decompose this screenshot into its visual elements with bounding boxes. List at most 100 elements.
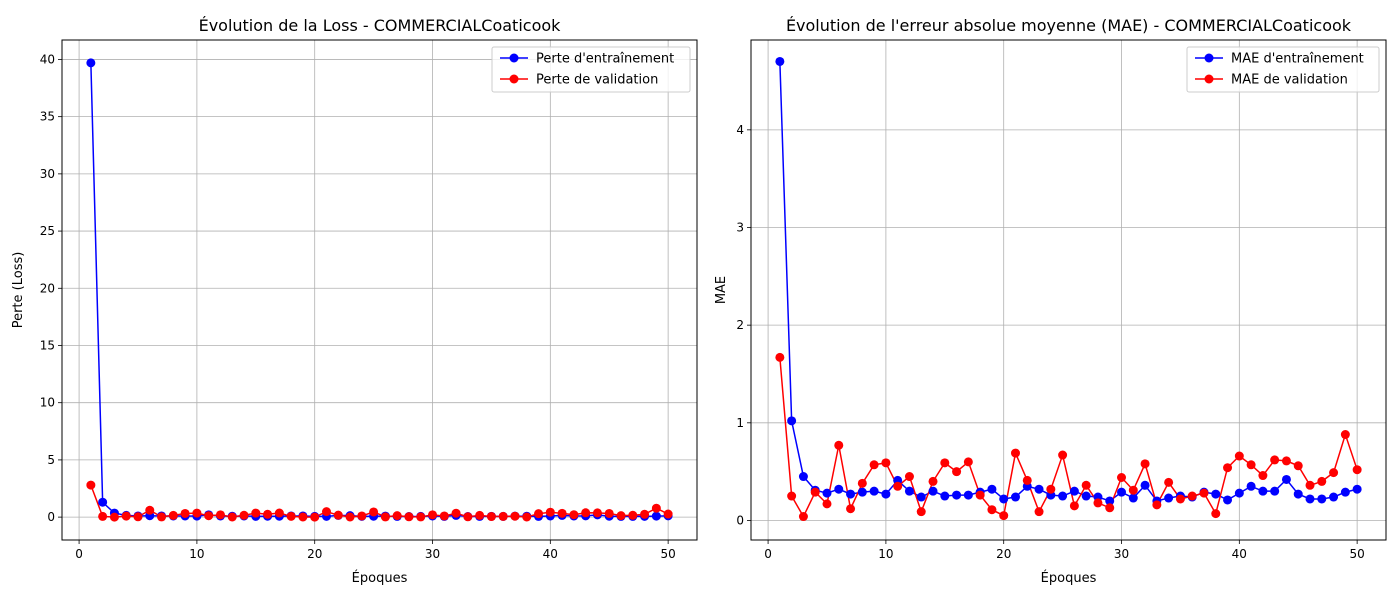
mae-point-val [952, 467, 962, 477]
mae-point-val [846, 504, 856, 514]
loss-point-val [640, 509, 650, 519]
mae-chart: 0 10 20 30 40 50 0 1 2 3 4 Évolution de l'erreur … [714, 16, 1387, 586]
mae-point-train [1317, 494, 1327, 504]
mae-x-tick-label: 0 [764, 547, 772, 561]
mae-point-val [834, 440, 844, 450]
mae-point-val [963, 457, 973, 467]
loss-point-val [180, 508, 190, 518]
mae-series-points [775, 56, 1362, 522]
loss-point-val [428, 510, 438, 520]
loss-point-val [333, 510, 343, 520]
mae-x-ticks: 0 10 20 30 40 50 [764, 540, 1365, 561]
loss-point-val [522, 512, 532, 522]
mae-point-train [1329, 492, 1339, 502]
loss-y-tick-label: 10 [40, 396, 55, 410]
mae-point-train [1105, 496, 1115, 506]
loss-point-val [168, 510, 178, 520]
loss-point-val [109, 512, 119, 522]
mae-point-val [1281, 456, 1291, 466]
loss-x-tick-label: 0 [75, 547, 83, 561]
mae-point-train [1211, 489, 1221, 499]
loss-point-train [98, 497, 108, 507]
loss-point-val [274, 508, 284, 518]
mae-y-axis-label: MAE [714, 276, 729, 304]
loss-point-val [651, 503, 661, 513]
mae-point-val [940, 458, 950, 468]
mae-y-tick-label: 3 [736, 221, 744, 235]
mae-point-train [1223, 495, 1233, 505]
loss-point-val [192, 508, 202, 518]
loss-point-val [534, 509, 544, 519]
mae-point-val [798, 512, 808, 522]
mae-point-train [940, 491, 950, 501]
loss-chart-title: Évolution de la Loss - COMMERCIALCoatico… [199, 16, 562, 35]
mae-point-train [787, 416, 797, 426]
loss-point-val [581, 508, 591, 518]
mae-point-val [1340, 430, 1350, 440]
loss-point-train [86, 58, 96, 68]
loss-series-points [86, 58, 673, 522]
loss-legend: Perte d'entraînement Perte de validation [491, 46, 691, 93]
loss-legend-val-marker [509, 74, 519, 84]
loss-point-val [463, 512, 473, 522]
loss-point-val [310, 512, 320, 522]
loss-chart: 0 10 20 30 40 50 0 5 10 15 20 25 30 35 40 Évolution d… [11, 16, 698, 586]
mae-point-train [928, 486, 938, 496]
loss-point-val [251, 508, 261, 518]
mae-legend-train-label: MAE d'entraînement [1231, 52, 1364, 67]
mae-point-val [1093, 498, 1103, 508]
mae-point-train [1128, 493, 1138, 503]
mae-y-tick-label: 4 [736, 123, 744, 137]
loss-point-val [475, 510, 485, 520]
mae-point-train [869, 486, 879, 496]
mae-point-val [1069, 501, 1079, 511]
mae-point-val [1081, 480, 1091, 490]
mae-point-val [1046, 484, 1056, 494]
loss-point-val [663, 509, 673, 519]
mae-point-train [904, 486, 914, 496]
loss-point-val [628, 510, 638, 520]
mae-point-train [846, 489, 856, 499]
mae-point-val [1034, 507, 1044, 517]
loss-y-tick-label: 5 [47, 453, 55, 467]
loss-x-tick-label: 20 [307, 547, 322, 561]
mae-point-val [775, 352, 785, 362]
mae-point-train [1117, 487, 1127, 497]
mae-y-tick-label: 2 [736, 318, 744, 332]
mae-point-val [1317, 476, 1327, 486]
mae-point-val [1164, 477, 1174, 487]
mae-point-train [1305, 494, 1315, 504]
mae-point-train [822, 488, 832, 498]
mae-point-val [857, 478, 867, 488]
mae-point-train [1010, 492, 1020, 502]
mae-point-train [1081, 491, 1091, 501]
loss-point-val [86, 480, 96, 490]
mae-point-val [810, 487, 820, 497]
loss-y-tick-label: 35 [40, 110, 55, 124]
mae-point-train [1034, 484, 1044, 494]
loss-point-val [439, 511, 449, 521]
loss-x-tick-label: 30 [425, 547, 440, 561]
mae-point-val [1258, 471, 1268, 481]
loss-point-val [545, 507, 555, 517]
mae-point-val [1022, 475, 1032, 485]
mae-legend: MAE d'entraînement MAE de validation [1186, 46, 1380, 93]
mae-point-val [1128, 485, 1138, 495]
loss-point-val [369, 507, 379, 517]
mae-point-val [822, 499, 832, 509]
loss-x-axis-label: Époques [352, 570, 408, 586]
loss-y-tick-label: 20 [40, 281, 55, 295]
loss-point-val [204, 511, 214, 521]
loss-point-val [215, 510, 225, 520]
mae-point-val [1105, 503, 1115, 513]
mae-x-tick-label: 50 [1349, 547, 1364, 561]
mae-point-val [881, 458, 891, 468]
loss-x-tick-label: 50 [660, 547, 675, 561]
mae-point-val [904, 472, 914, 482]
mae-point-val [1223, 463, 1233, 473]
mae-point-train [1270, 486, 1280, 496]
mae-point-train [916, 492, 926, 502]
mae-point-train [987, 484, 997, 494]
loss-point-val [121, 511, 131, 521]
